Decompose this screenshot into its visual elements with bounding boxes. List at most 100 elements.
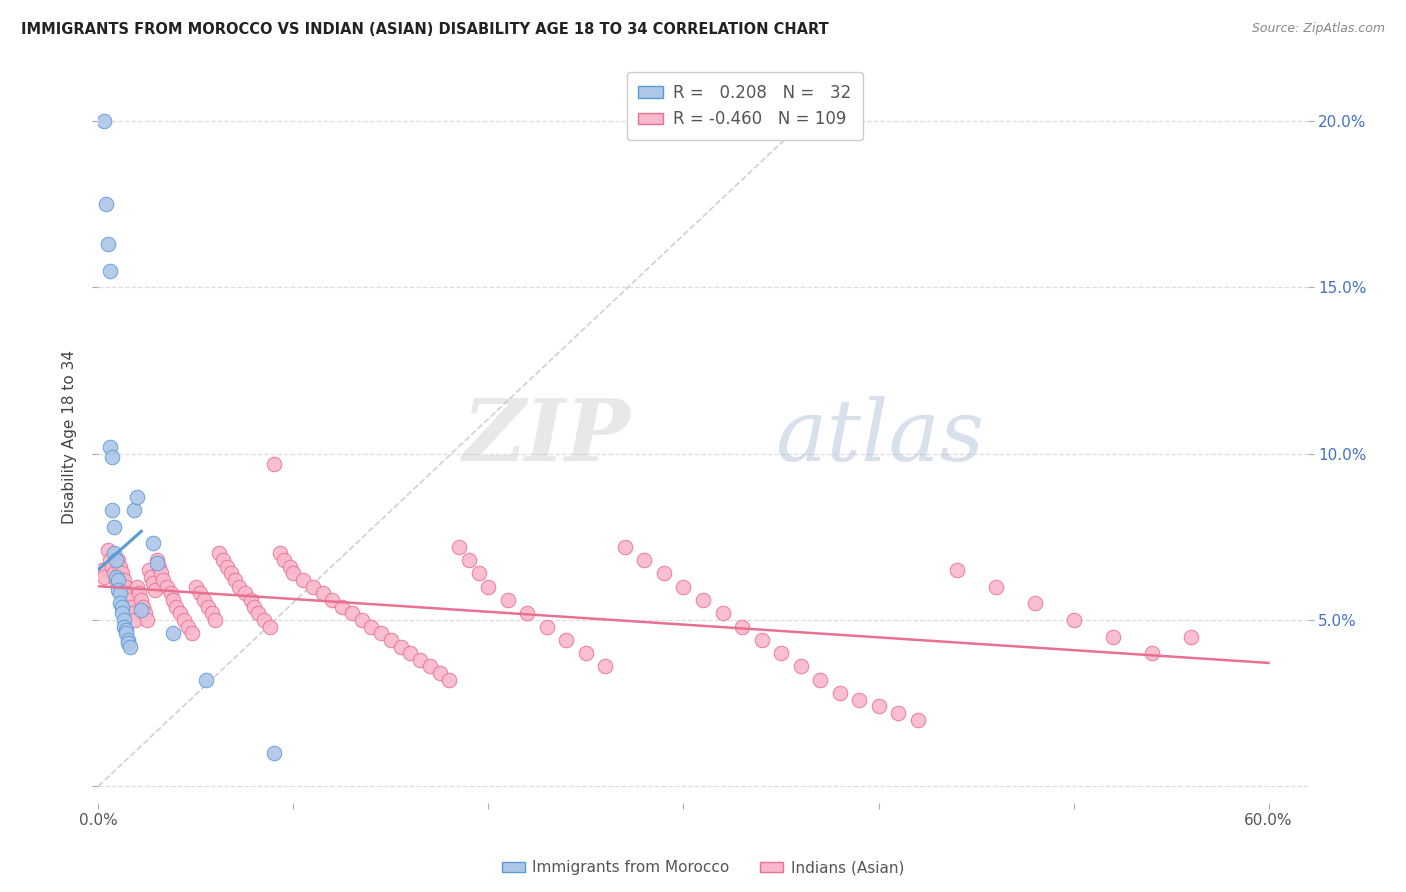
Point [283,566,305,581]
Point [104,573,127,587]
Point [146,557,169,571]
Point [672,580,695,594]
Point [197,599,219,614]
Point [263,457,285,471]
Point [177,619,200,633]
Point [204,613,226,627]
Point [118,640,141,654]
Point [409,653,432,667]
Point [93,114,115,128]
Point [128,586,150,600]
Point [131,593,153,607]
Point [98,553,121,567]
Point [263,746,285,760]
Point [173,613,195,627]
Text: atlas: atlas [776,396,984,478]
Point [138,563,160,577]
Point [108,596,131,610]
Point [107,553,129,567]
Point [389,640,412,654]
Point [169,607,191,621]
Point [142,536,165,550]
Point [692,593,714,607]
Point [751,632,773,647]
Point [101,559,124,574]
Point [212,553,235,567]
Point [103,546,125,560]
Text: Source: ZipAtlas.com: Source: ZipAtlas.com [1251,22,1385,36]
Point [184,580,207,594]
Point [467,566,489,581]
Point [194,673,217,687]
Point [108,559,131,574]
Point [449,540,471,554]
Point [139,570,162,584]
Point [302,580,325,594]
Point [1063,613,1085,627]
Point [1140,646,1163,660]
Point [143,582,166,597]
Point [114,623,136,637]
Point [162,593,184,607]
Point [149,566,172,581]
Point [103,566,125,581]
Point [228,580,250,594]
Point [127,580,149,594]
Point [1180,630,1202,644]
Point [146,553,169,567]
Point [219,566,242,581]
Point [247,607,270,621]
Point [124,613,146,627]
Point [112,613,135,627]
Point [887,706,910,720]
Point [439,673,461,687]
Point [419,659,441,673]
Point [984,580,1007,594]
Point [711,607,734,621]
Point [1024,596,1046,610]
Point [122,607,145,621]
Point [516,607,538,621]
Point [536,619,558,633]
Point [111,599,134,614]
Point [399,646,422,660]
Point [107,582,129,597]
Point [131,603,153,617]
Point [555,632,578,647]
Point [101,503,124,517]
Point [769,646,792,660]
Point [96,197,118,211]
Point [614,540,637,554]
Point [575,646,598,660]
Point [193,593,215,607]
Point [188,586,211,600]
Point [152,573,174,587]
Point [117,636,139,650]
Point [292,573,315,587]
Point [122,503,145,517]
Point [117,632,139,647]
Point [136,613,159,627]
Point [273,553,295,567]
Point [350,613,373,627]
Point [370,626,392,640]
Point [360,619,382,633]
Point [127,490,149,504]
Point [98,264,121,278]
Point [181,626,204,640]
Point [111,566,134,581]
Point [91,563,114,577]
Point [789,659,811,673]
Point [97,543,120,558]
Legend: Immigrants from Morocco, Indians (Asian): Immigrants from Morocco, Indians (Asian) [496,855,910,881]
Point [111,607,134,621]
Point [148,559,170,574]
Point [200,607,222,621]
Point [278,559,301,574]
Point [93,570,115,584]
Point [330,599,353,614]
Point [652,566,675,581]
Text: IMMIGRANTS FROM MOROCCO VS INDIAN (ASIAN) DISABILITY AGE 18 TO 34 CORRELATION CH: IMMIGRANTS FROM MOROCCO VS INDIAN (ASIAN… [21,22,830,37]
Point [132,599,155,614]
Point [134,607,156,621]
